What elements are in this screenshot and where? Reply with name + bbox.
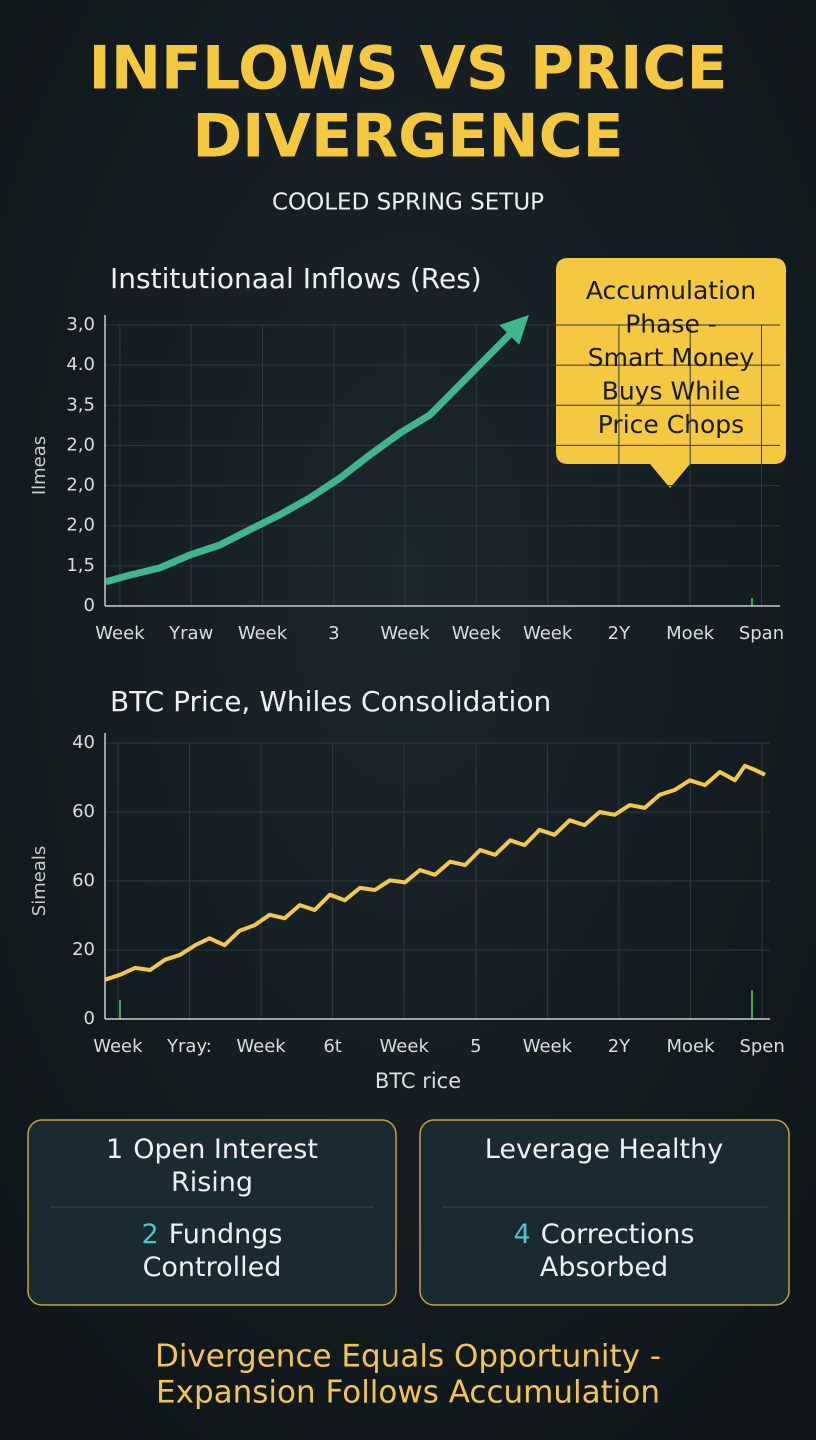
callout-text: Smart Money: [588, 343, 755, 372]
card: [27, 1119, 397, 1306]
y-tick-label: 3,5: [66, 394, 95, 415]
x-tick-label: Week: [93, 1036, 143, 1057]
card-line: Absorbed: [540, 1252, 668, 1283]
y-tick-label: 60: [72, 870, 95, 891]
callout-text: Phase -: [625, 310, 717, 339]
callout-text: Price Chops: [598, 410, 744, 439]
card-text: Leverage Healthy: [485, 1134, 723, 1165]
card-number: 4: [514, 1219, 531, 1250]
x-tick-label: Moek: [667, 1036, 716, 1057]
card-text: Rising: [171, 1167, 253, 1198]
x-tick-label: Moek: [666, 623, 715, 644]
x-tick-label: Week: [236, 1036, 286, 1057]
x-tick-label: Week: [238, 623, 288, 644]
footer-text: Divergence Equals Opportunity -: [155, 1339, 661, 1375]
x-tick-label: 2Y: [608, 1036, 631, 1057]
x-tick-label: Yray:: [166, 1036, 212, 1057]
card: [419, 1119, 790, 1306]
y-axis-label: Simeals: [29, 846, 50, 916]
card-number: 2: [142, 1219, 159, 1250]
card-number: 1: [106, 1134, 123, 1165]
x-tick-label: Week: [95, 623, 145, 644]
card-text: Absorbed: [540, 1252, 668, 1283]
x-tick-label: 3: [328, 623, 339, 644]
chart-title: BTC Price, Whiles Consolidation: [110, 685, 551, 718]
y-tick-label: 4.0: [66, 354, 95, 375]
x-axis-label: BTC rice: [375, 1069, 461, 1093]
data-line: [104, 763, 766, 982]
x-tick-label: 2Y: [608, 623, 631, 644]
x-tick-label: Week: [380, 623, 430, 644]
x-tick-label: Yraw: [168, 623, 213, 644]
callout-text: Buys While: [602, 377, 741, 406]
y-tick-label: 2,0: [66, 434, 95, 455]
data-line: [104, 315, 529, 586]
y-tick-label: 0: [84, 1008, 95, 1029]
x-tick-label: Spen: [739, 1036, 784, 1057]
y-tick-label: 0: [84, 595, 95, 616]
x-tick-label: Week: [523, 623, 573, 644]
card-line: Corrections: [541, 1219, 695, 1250]
card-line: Rising: [171, 1167, 253, 1198]
x-tick-label: Week: [452, 623, 502, 644]
y-tick-label: 2,0: [66, 475, 95, 496]
footer-text: Expansion Follows Accumulation: [156, 1375, 660, 1411]
x-tick-label: Week: [523, 1036, 573, 1057]
subtitle: COOLED SPRING SETUP: [272, 190, 544, 216]
card-text: 4 Corrections: [514, 1219, 695, 1250]
card-line: Leverage Healthy: [485, 1134, 723, 1165]
y-tick-label: 40: [72, 732, 95, 753]
y-tick-label: 3,0: [66, 314, 95, 335]
y-tick-label: 60: [72, 801, 95, 822]
y-tick-label: 20: [72, 939, 95, 960]
callout-text: Accumulation: [586, 276, 756, 305]
card-text: 1 Open Interest: [106, 1134, 318, 1165]
x-tick-label: Week: [380, 1036, 430, 1057]
chart-title: Institutionaal Inflows (Res): [110, 262, 482, 295]
title: DIVERGENCE: [192, 102, 623, 172]
x-tick-label: Span: [739, 623, 784, 644]
title: INFLOWS VS PRICE: [89, 34, 728, 104]
card-text: Controlled: [143, 1252, 282, 1283]
x-tick-label: 6t: [323, 1036, 342, 1057]
card-line: Controlled: [143, 1252, 282, 1283]
card-text: 2 Fundngs: [142, 1219, 283, 1250]
card-line: Open Interest: [133, 1134, 318, 1165]
card-line: Fundngs: [169, 1219, 283, 1250]
y-axis-label: Ilmeas: [29, 436, 50, 495]
y-tick-label: 1,5: [66, 555, 95, 576]
callout-box: [556, 258, 786, 488]
x-tick-label: 5: [470, 1036, 481, 1057]
y-tick-label: 2,0: [66, 515, 95, 536]
